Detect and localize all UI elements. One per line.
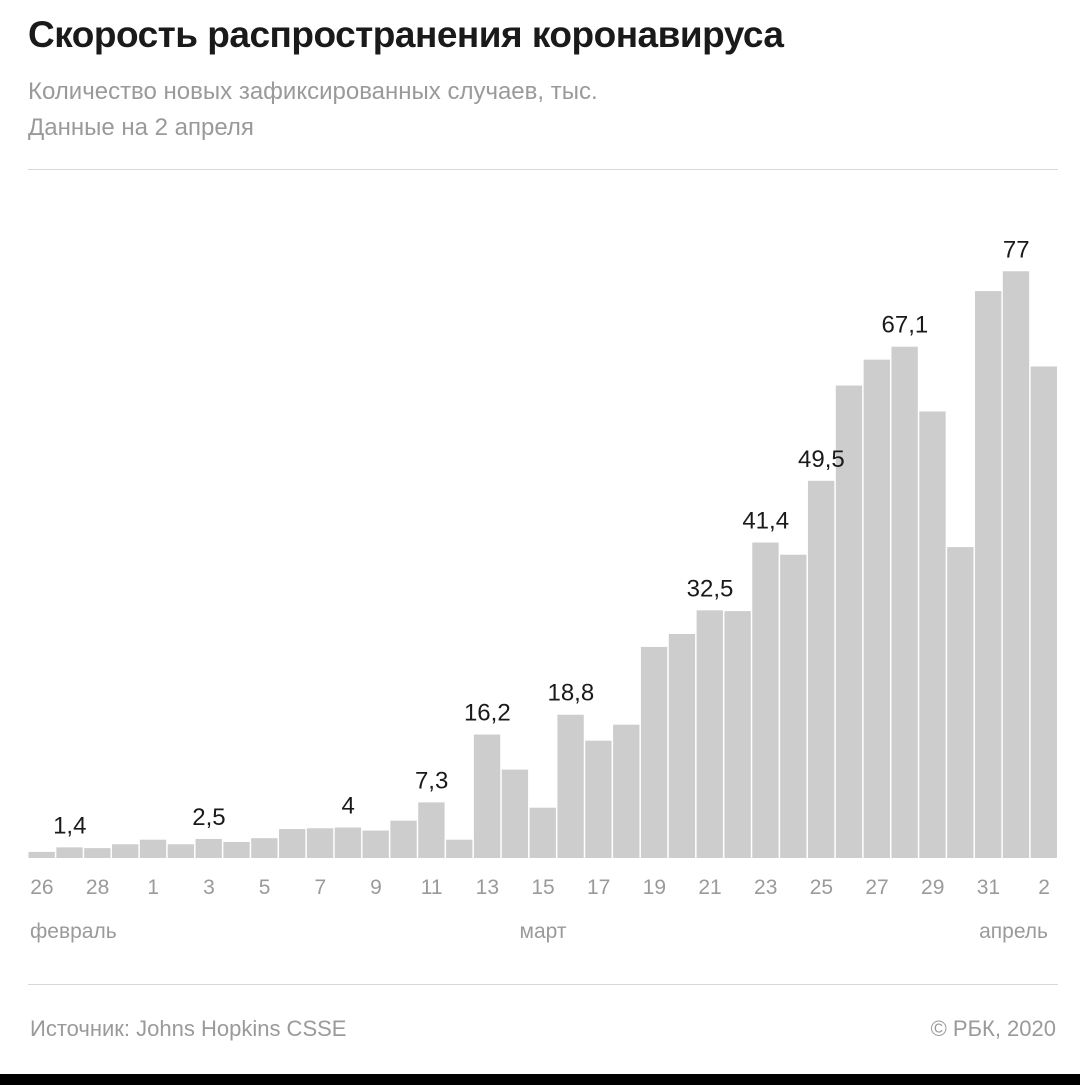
chart-title: Скорость распространения коронавируса [28, 14, 784, 55]
bar [306, 828, 334, 858]
bar [1030, 366, 1057, 858]
bar [780, 554, 807, 858]
bottom-black-strip [0, 1074, 1080, 1085]
data-label: 18,8 [547, 680, 594, 707]
x-tick-label: 21 [698, 876, 721, 899]
x-tick-label: 23 [754, 876, 777, 899]
top-divider [28, 169, 1058, 170]
bar [752, 542, 779, 858]
month-label: апрель [979, 920, 1048, 943]
bar [251, 838, 278, 858]
x-tick-label: 31 [977, 876, 1000, 899]
bar [279, 829, 306, 858]
x-tick-label: 17 [587, 876, 610, 899]
copyright: © РБК, 2020 [930, 1016, 1056, 1041]
bar [1002, 271, 1030, 858]
bar [112, 844, 139, 858]
month-label: март [520, 920, 567, 943]
bar [84, 848, 111, 858]
bar [223, 841, 250, 858]
x-tick-label: 19 [643, 876, 666, 899]
data-label: 67,1 [882, 312, 929, 339]
bar [613, 724, 640, 858]
bar [139, 839, 167, 858]
bar [891, 346, 918, 858]
x-tick-label: 3 [203, 876, 215, 899]
bar [56, 847, 83, 858]
data-label: 77 [1003, 236, 1030, 263]
bar [167, 844, 195, 858]
x-tick-label: 26 [30, 876, 53, 899]
data-label: 2,5 [192, 804, 225, 831]
x-tick-label: 29 [921, 876, 944, 899]
source-note: Источник: Johns Hopkins CSSE [30, 1016, 347, 1041]
data-label: 41,4 [742, 508, 789, 535]
bar [668, 633, 696, 858]
data-label: 4 [341, 793, 354, 820]
x-tick-label: 27 [865, 876, 888, 899]
x-tick-label: 1 [147, 876, 159, 899]
bar [974, 291, 1002, 858]
bar [362, 830, 389, 858]
bar [863, 359, 890, 858]
data-label: 32,5 [687, 575, 734, 602]
x-tick-label: 5 [259, 876, 271, 899]
x-tick-label: 28 [86, 876, 109, 899]
bar [919, 411, 946, 858]
bar [947, 547, 974, 858]
x-tick-label: 13 [476, 876, 499, 899]
bar [557, 714, 584, 858]
bar [195, 838, 222, 858]
bar [473, 734, 501, 858]
bar [28, 851, 55, 858]
data-label: 49,5 [798, 446, 845, 473]
data-label: 16,2 [464, 700, 511, 727]
x-tick-label: 2 [1038, 876, 1050, 899]
bar [390, 820, 417, 858]
bar [529, 807, 556, 858]
x-tick-label: 25 [810, 876, 833, 899]
data-label: 7,3 [415, 767, 448, 794]
x-tick-label: 11 [421, 876, 443, 899]
chart-subtitle: Количество новых зафиксированных случаев… [28, 78, 598, 105]
bar [807, 480, 835, 858]
bar [501, 769, 529, 858]
x-tick-label: 15 [531, 876, 554, 899]
bar [585, 740, 612, 858]
bar [724, 611, 751, 858]
bar-chart: 1,4 2,5 4 7,3 16,2 18,8 32,5 41,4 49,5 67,1 77 26 28… [28, 236, 1057, 943]
bar [696, 610, 723, 858]
bar [418, 802, 445, 858]
month-label: февраль [30, 920, 117, 943]
bar [334, 827, 362, 858]
bar [835, 385, 863, 858]
bottom-divider [28, 984, 1058, 985]
bar [446, 839, 473, 858]
chart-date-note: Данные на 2 апреля [28, 114, 254, 141]
x-tick-label: 9 [370, 876, 382, 899]
data-label: 1,4 [53, 812, 86, 839]
x-tick-label: 7 [314, 876, 326, 899]
bar [640, 646, 668, 858]
